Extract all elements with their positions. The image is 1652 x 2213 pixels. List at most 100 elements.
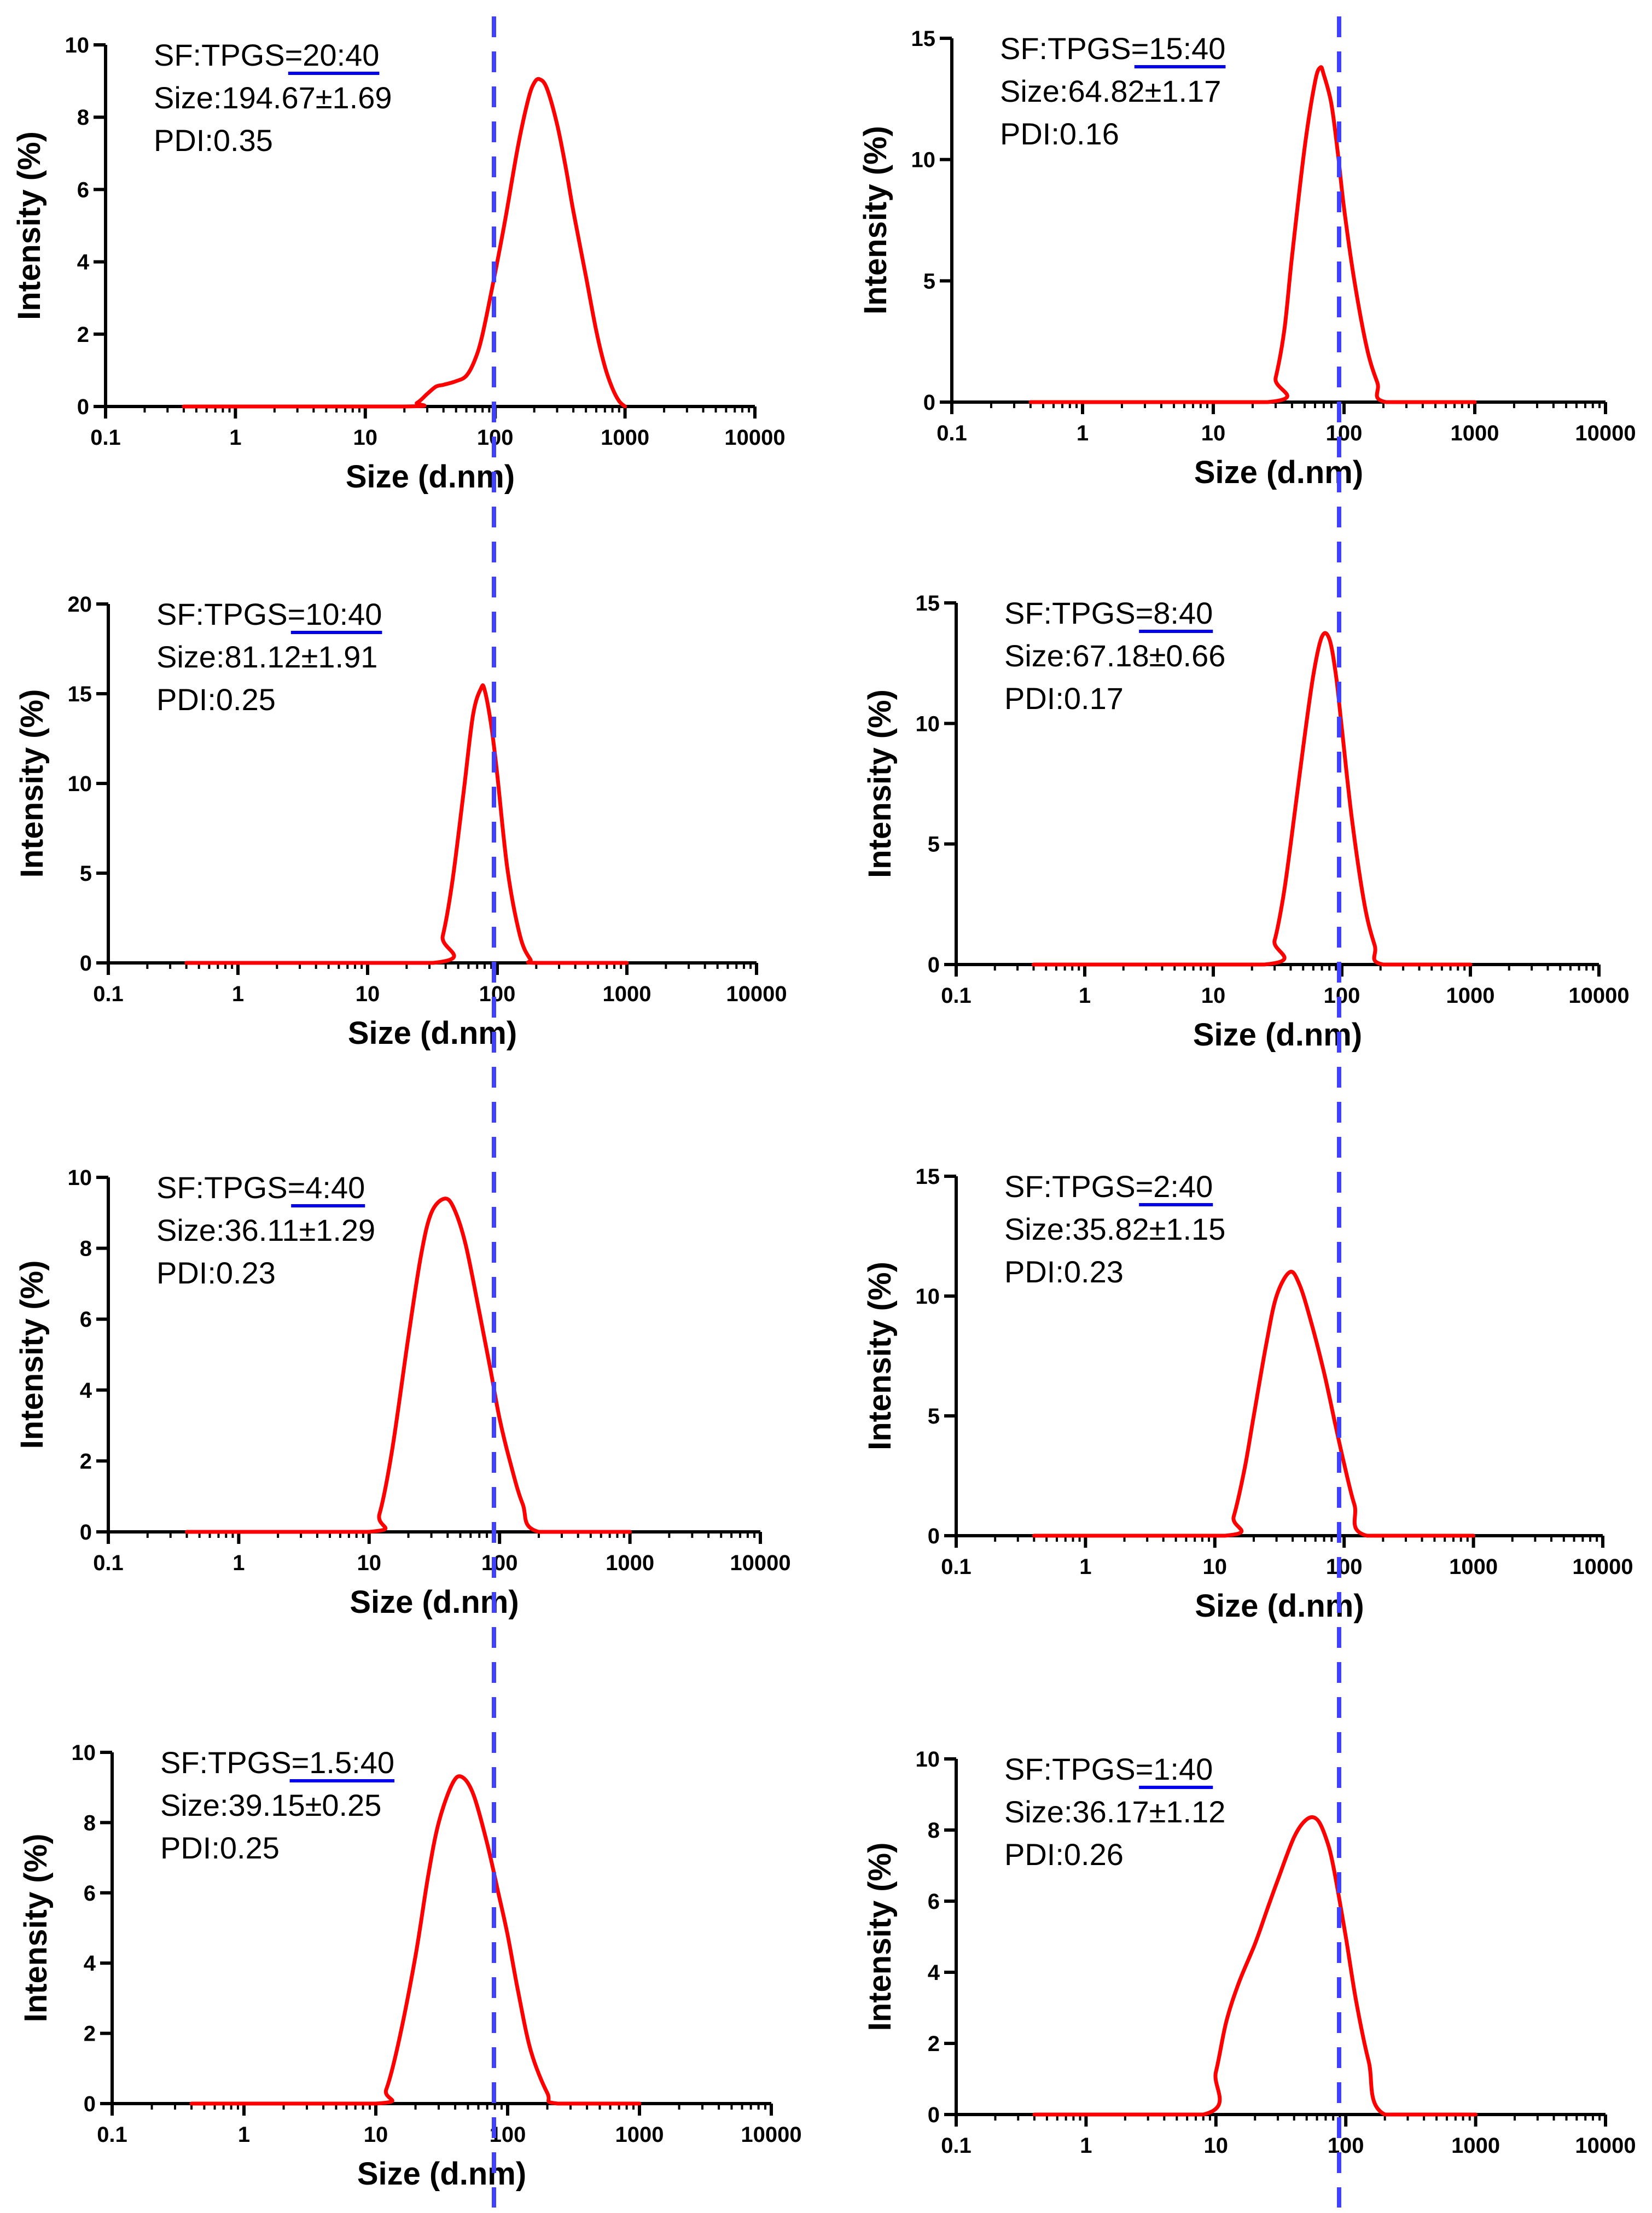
y-tick-label: 15 (916, 1165, 940, 1189)
x-axis-title: Size (d.nm) (346, 459, 515, 495)
x-tick-label: 100 (1326, 421, 1363, 445)
x-tick-label: 1 (1079, 1555, 1091, 1579)
x-tick-label: 10000 (1575, 2134, 1636, 2158)
y-tick-label: 0 (923, 391, 935, 415)
x-tick-label: 10000 (724, 426, 785, 450)
x-axis-title: Size (d.nm) (1195, 1588, 1364, 1624)
y-tick-label: 10 (916, 712, 940, 736)
chart-panel-8: 0 2 4 6 8 10 0.1 1 10 100 1000 10000 Intensity (%) SF… (862, 1747, 1636, 2158)
x-tick-label: 1000 (1449, 1555, 1498, 1579)
y-tick-label: 10 (68, 772, 92, 796)
size-label: Size:64.82±1.17 (1000, 74, 1221, 108)
ratio-label: SF:TPGS=8:40 (1004, 596, 1213, 630)
x-tick-label: 10 (1201, 421, 1226, 445)
series-curve (1032, 1270, 1476, 1538)
x-tick-label: 0.1 (936, 421, 967, 445)
y-tick-label: 10 (72, 1741, 96, 1765)
y-tick-label: 0 (80, 1520, 92, 1544)
ratio-label: SF:TPGS=1:40 (1004, 1752, 1213, 1786)
pdi-label: PDI:0.35 (154, 123, 273, 158)
y-tick-label: 6 (928, 1890, 940, 1914)
size-label: Size:67.18±0.66 (1004, 638, 1225, 673)
ratio-label: SF:TPGS=2:40 (1004, 1169, 1213, 1204)
x-tick-label: 1000 (603, 982, 652, 1006)
x-tick-label: 0.1 (90, 426, 121, 450)
y-tick-label: 8 (80, 1237, 92, 1261)
y-tick-label: 5 (923, 269, 935, 293)
size-label: Size:35.82±1.15 (1004, 1212, 1225, 1246)
y-axis-title: Intensity (%) (858, 126, 893, 315)
pdi-label: PDI:0.25 (160, 1831, 280, 1865)
pdi-label: PDI:0.17 (1004, 681, 1124, 716)
size-label: Size:81.12±1.91 (156, 640, 377, 674)
y-tick-label: 5 (928, 1404, 940, 1428)
x-tick-label: 10 (357, 1551, 382, 1575)
ratio-label: SF:TPGS=1.5:40 (160, 1745, 394, 1780)
x-axis-title: Size (d.nm) (357, 2156, 526, 2192)
series-curve (1031, 631, 1473, 967)
y-tick-label: 15 (68, 682, 92, 706)
size-label: Size:194.67±1.69 (154, 80, 392, 115)
y-tick-label: 10 (65, 33, 90, 57)
y-tick-label: 6 (80, 1308, 92, 1332)
y-tick-label: 2 (928, 2032, 940, 2056)
y-axis-title: Intensity (%) (14, 689, 50, 878)
x-tick-label: 10000 (1568, 984, 1629, 1008)
y-tick-label: 2 (84, 2022, 96, 2046)
x-tick-label: 10000 (730, 1551, 790, 1575)
size-label: Size:36.17±1.12 (1004, 1794, 1225, 1829)
y-tick-label: 0 (928, 1524, 940, 1548)
x-tick-label: 1 (232, 982, 244, 1006)
chart-panel-2: 0 5 10 15 0.1 1 10 100 1000 10000 Size (d.nm) Inten… (858, 27, 1636, 490)
ratio-label: SF:TPGS=4:40 (156, 1170, 365, 1205)
x-tick-label: 1000 (606, 1551, 654, 1575)
x-tick-label: 10000 (1572, 1555, 1633, 1579)
x-tick-label: 10000 (726, 982, 787, 1006)
x-tick-label: 0.1 (97, 2123, 127, 2147)
y-tick-label: 4 (77, 251, 90, 275)
x-tick-label: 10 (1203, 1555, 1228, 1579)
y-tick-label: 2 (80, 1449, 92, 1473)
x-tick-label: 100 (1328, 2134, 1364, 2158)
size-label: Size:39.15±0.25 (160, 1788, 381, 1822)
x-axis-title: Size (d.nm) (1193, 1017, 1362, 1053)
x-tick-label: 0.1 (93, 982, 124, 1006)
x-tick-label: 100 (1326, 1555, 1363, 1579)
y-tick-label: 4 (80, 1379, 92, 1403)
y-tick-label: 6 (77, 178, 89, 202)
y-tick-label: 10 (916, 1285, 940, 1309)
pdi-label: PDI:0.25 (156, 682, 276, 717)
x-tick-label: 10 (353, 426, 378, 450)
y-tick-label: 5 (928, 833, 940, 857)
x-tick-label: 1 (229, 426, 241, 450)
x-tick-label: 100 (479, 982, 516, 1006)
y-tick-label: 5 (80, 862, 92, 886)
x-tick-label: 10000 (741, 2123, 801, 2147)
y-axis-title: Intensity (%) (862, 1843, 898, 2031)
x-tick-label: 1000 (1451, 2134, 1500, 2158)
y-tick-label: 4 (928, 1961, 940, 1985)
x-tick-label: 1 (1077, 421, 1089, 445)
series-curve (182, 77, 627, 409)
y-tick-label: 0 (928, 2103, 940, 2127)
x-tick-label: 1000 (1451, 421, 1499, 445)
x-tick-label: 100 (481, 1551, 518, 1575)
series-curve (184, 683, 629, 965)
x-tick-label: 0.1 (93, 1551, 124, 1575)
ratio-label: SF:TPGS=20:40 (154, 38, 379, 72)
x-tick-label: 100 (1324, 984, 1360, 1008)
x-tick-label: 0.1 (941, 1555, 972, 1579)
series-curve (185, 1196, 632, 1534)
chart-panel-5: 0 2 4 6 8 10 0.1 1 10 100 1000 10000 Size (d.nm) Inte… (14, 1166, 791, 1620)
y-tick-label: 0 (77, 395, 89, 419)
y-tick-label: 6 (84, 1881, 96, 1906)
chart-panel-4: 0 5 10 15 0.1 1 10 100 1000 10000 Size (d.nm) Inten… (862, 591, 1630, 1053)
x-tick-label: 0.1 (941, 2134, 972, 2158)
pdi-label: PDI:0.26 (1004, 1837, 1124, 1872)
x-tick-label: 1000 (615, 2123, 664, 2147)
series-curve (1032, 1815, 1478, 2117)
y-tick-label: 4 (84, 1951, 96, 1976)
series-curve (189, 1774, 642, 2106)
x-tick-label: 1000 (601, 426, 649, 450)
